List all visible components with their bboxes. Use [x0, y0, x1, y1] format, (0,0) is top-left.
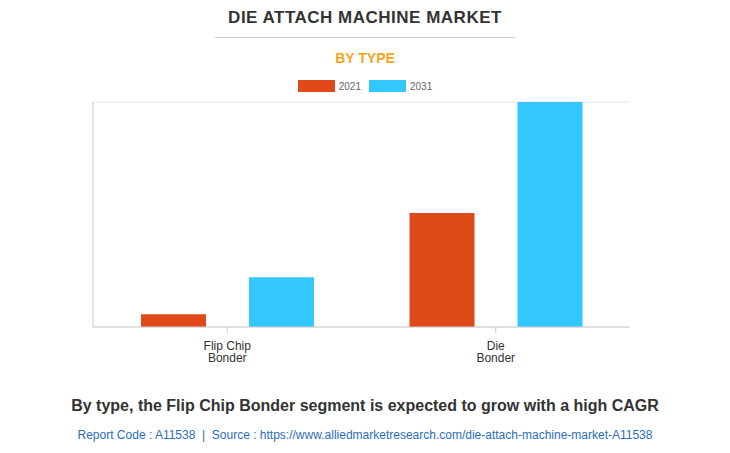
html-text:2021: 2021 [338, 80, 361, 92]
html-text:By type, the Flip Chip Bonder: By type, the Flip Chip Bonder segment is… [71, 397, 659, 414]
html-text:2031: 2031 [410, 80, 433, 92]
html-text:DIE ATTACH MACHINE MARKET: DIE ATTACH MACHINE MARKET [228, 8, 502, 27]
html-text:Report Code : A11538 | Source: Report Code : A11538 | Source : https://… [77, 428, 653, 442]
svg-text:Flip ChipBonder: Flip ChipBonder [204, 339, 252, 365]
svg-text:DieBonder: DieBonder [476, 339, 515, 365]
html-text:BY TYPE: BY TYPE [335, 50, 395, 66]
